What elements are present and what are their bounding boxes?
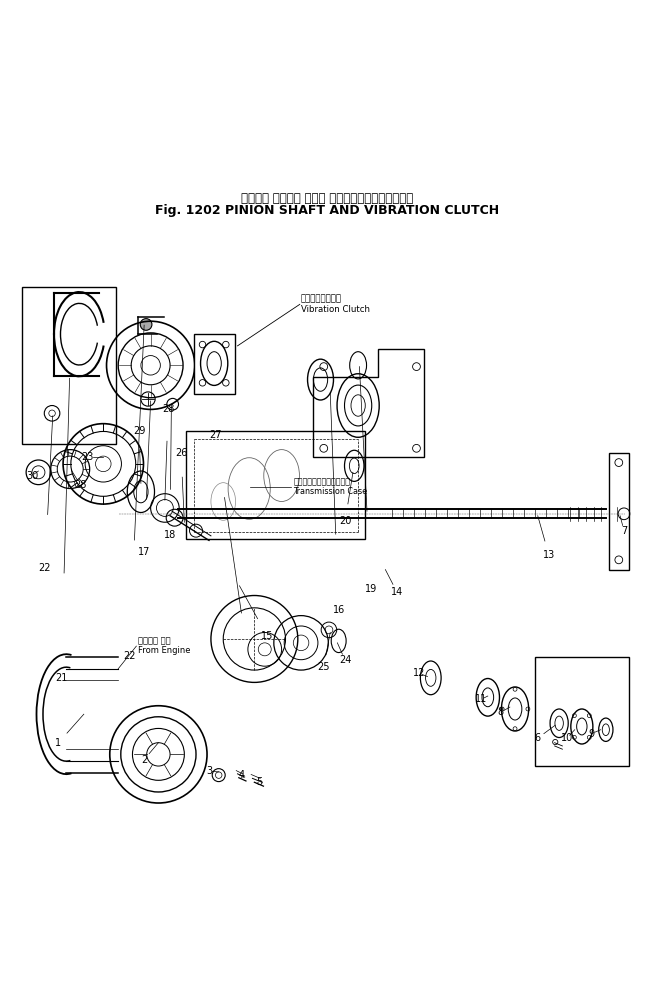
Text: 8: 8 [498, 707, 504, 717]
Polygon shape [22, 287, 116, 445]
Text: 30: 30 [26, 470, 38, 480]
Polygon shape [609, 452, 628, 569]
Text: 9: 9 [589, 729, 594, 739]
Text: 28: 28 [162, 404, 175, 415]
Text: 16: 16 [332, 606, 345, 616]
Text: 18: 18 [164, 531, 176, 541]
Text: 7: 7 [621, 526, 627, 536]
Text: 2: 2 [141, 754, 147, 764]
Text: From Engine: From Engine [137, 646, 190, 655]
Text: Vibration Clutch: Vibration Clutch [301, 305, 370, 314]
Text: 27: 27 [209, 431, 222, 441]
Text: Transmission Case: Transmission Case [293, 487, 368, 496]
Text: 26: 26 [175, 447, 187, 457]
Text: ピニオン シャフト および バイブレーションクラッチ: ピニオン シャフト および バイブレーションクラッチ [241, 192, 413, 205]
Text: トランスミッションケース: トランスミッションケース [293, 477, 351, 486]
Text: 5: 5 [256, 776, 262, 787]
Text: Fig. 1202 PINION SHAFT AND VIBRATION CLUTCH: Fig. 1202 PINION SHAFT AND VIBRATION CLU… [155, 205, 499, 218]
Circle shape [140, 319, 152, 331]
Text: 10: 10 [560, 734, 573, 743]
Text: 21: 21 [55, 673, 67, 683]
Text: 3: 3 [206, 766, 212, 776]
Polygon shape [194, 335, 235, 394]
Text: 24: 24 [339, 655, 351, 665]
Text: 電磁起接クラッチ: 電磁起接クラッチ [301, 295, 342, 304]
Polygon shape [534, 657, 628, 766]
Text: 19: 19 [365, 584, 377, 594]
Text: 28: 28 [75, 480, 87, 490]
Text: 4: 4 [238, 770, 245, 780]
Text: エンジン から: エンジン から [137, 637, 170, 645]
Text: 13: 13 [543, 549, 555, 559]
Text: 22: 22 [123, 650, 135, 660]
Text: 11: 11 [475, 694, 487, 704]
Text: 1: 1 [55, 739, 61, 748]
Text: 6: 6 [535, 734, 541, 743]
Polygon shape [313, 349, 424, 457]
Text: 12: 12 [413, 668, 425, 678]
Text: 23: 23 [81, 452, 94, 462]
Text: 22: 22 [39, 562, 51, 572]
Text: 14: 14 [391, 587, 403, 597]
Text: 29: 29 [133, 427, 145, 437]
Text: 20: 20 [339, 516, 351, 526]
Text: 15: 15 [261, 632, 273, 642]
Text: 17: 17 [138, 547, 150, 557]
Text: 25: 25 [317, 662, 330, 672]
